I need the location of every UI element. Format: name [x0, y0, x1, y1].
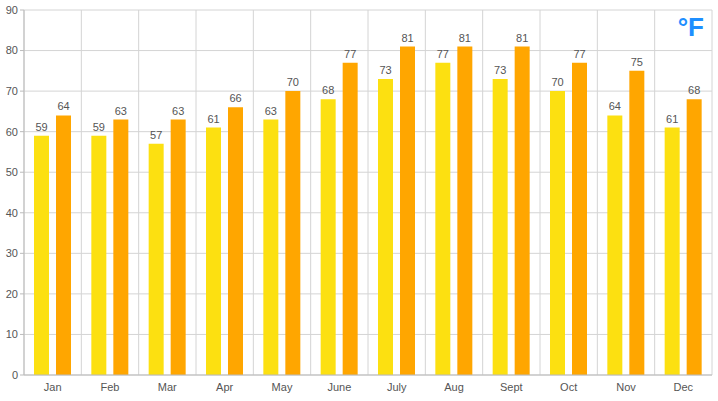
- svg-text:50: 50: [8, 166, 18, 178]
- svg-text:Dec: Dec: [674, 381, 694, 393]
- svg-text:July: July: [387, 381, 407, 393]
- svg-text:63: 63: [265, 105, 277, 117]
- svg-text:61: 61: [666, 113, 678, 125]
- svg-text:80: 80: [8, 44, 18, 56]
- svg-text:70: 70: [551, 76, 563, 88]
- svg-text:May: May: [272, 381, 293, 393]
- svg-text:77: 77: [573, 48, 585, 60]
- svg-text:60: 60: [8, 126, 18, 138]
- svg-text:Aug: Aug: [444, 381, 464, 393]
- svg-text:Jan: Jan: [44, 381, 62, 393]
- svg-text:63: 63: [115, 105, 127, 117]
- svg-text:Apr: Apr: [216, 381, 233, 393]
- svg-text:68: 68: [322, 84, 334, 96]
- svg-text:Sept: Sept: [500, 381, 523, 393]
- svg-text:Oct: Oct: [560, 381, 577, 393]
- svg-text:Mar: Mar: [158, 381, 177, 393]
- svg-text:77: 77: [437, 48, 449, 60]
- svg-text:64: 64: [57, 100, 69, 112]
- svg-text:40: 40: [8, 207, 18, 219]
- svg-text:64: 64: [609, 100, 621, 112]
- svg-text:70: 70: [8, 85, 18, 97]
- svg-text:61: 61: [207, 113, 219, 125]
- svg-text:81: 81: [516, 32, 528, 44]
- svg-text:30: 30: [8, 247, 18, 259]
- svg-text:0: 0: [12, 369, 18, 381]
- svg-text:75: 75: [631, 56, 643, 68]
- svg-text:73: 73: [494, 64, 506, 76]
- svg-text:68: 68: [688, 84, 700, 96]
- svg-text:63: 63: [172, 105, 184, 117]
- svg-text:90: 90: [8, 4, 18, 16]
- html-text:°F: °F: [677, 12, 704, 42]
- svg-text:57: 57: [150, 129, 162, 141]
- svg-text:81: 81: [401, 32, 413, 44]
- svg-text:59: 59: [93, 121, 105, 133]
- svg-text:June: June: [327, 381, 351, 393]
- svg-text:20: 20: [8, 288, 18, 300]
- svg-text:73: 73: [379, 64, 391, 76]
- svg-text:70: 70: [287, 76, 299, 88]
- svg-text:Nov: Nov: [616, 381, 636, 393]
- svg-text:10: 10: [8, 328, 18, 340]
- svg-text:66: 66: [229, 92, 241, 104]
- svg-text:77: 77: [344, 48, 356, 60]
- svg-text:Feb: Feb: [101, 381, 120, 393]
- svg-text:59: 59: [35, 121, 47, 133]
- svg-text:81: 81: [459, 32, 471, 44]
